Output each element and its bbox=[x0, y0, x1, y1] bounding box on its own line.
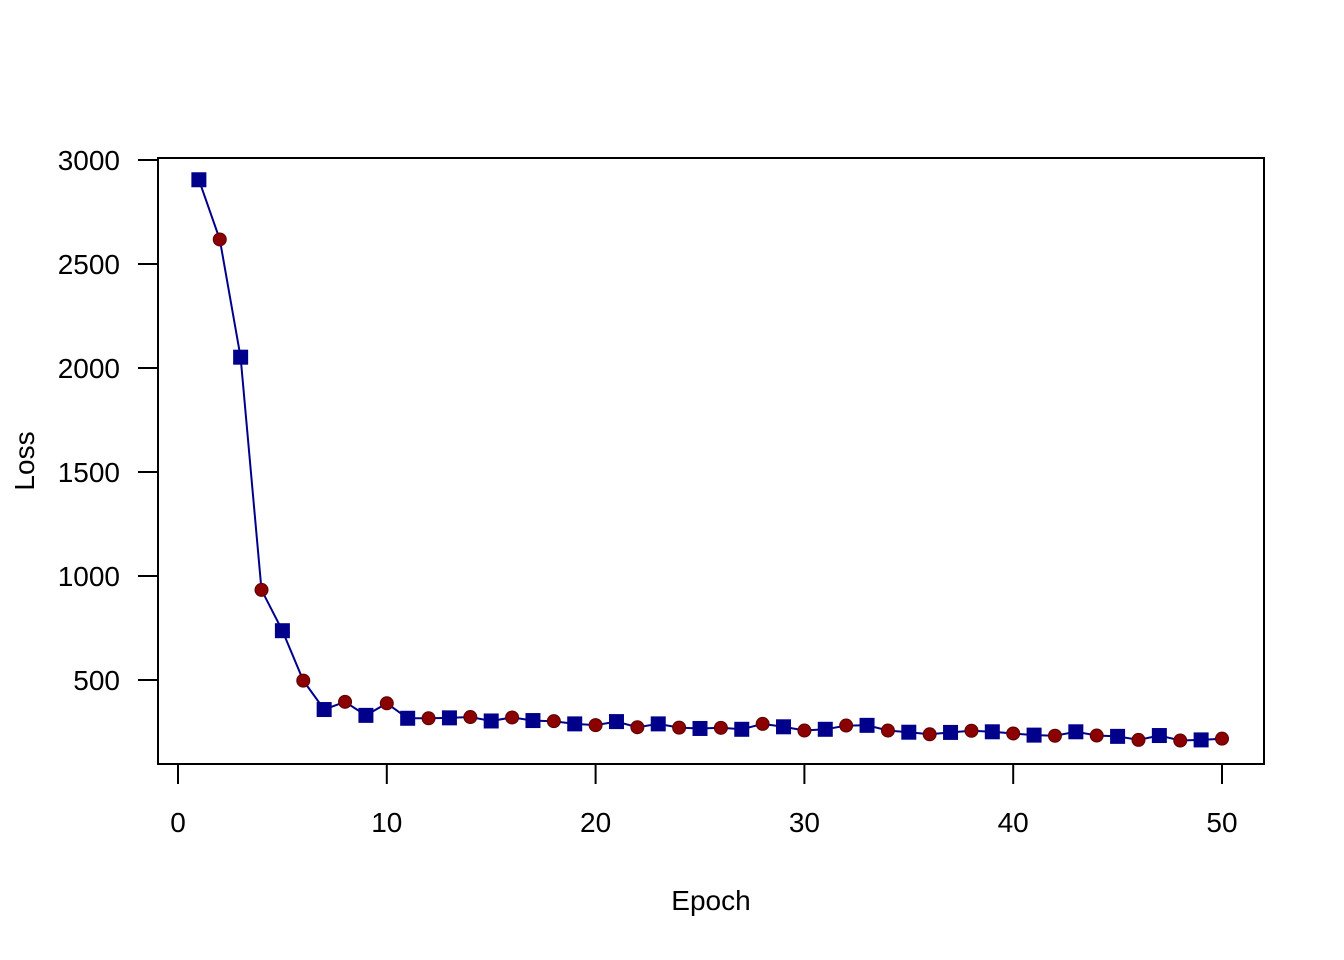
y-tick-label: 2500 bbox=[58, 249, 120, 280]
y-axis: 500 1000 1500 2000 2500 3000 bbox=[58, 145, 159, 696]
y-tick-label: 2000 bbox=[58, 353, 120, 384]
data-point-circle bbox=[672, 720, 687, 735]
x-tick-label: 30 bbox=[789, 807, 820, 838]
plot-frame bbox=[157, 157, 1265, 765]
data-point-square bbox=[1151, 728, 1167, 744]
data-point-circle bbox=[964, 723, 979, 738]
data-point-circle bbox=[505, 710, 520, 725]
loss-line bbox=[197, 179, 1223, 742]
x-tick-label: 10 bbox=[371, 807, 402, 838]
data-point-circle bbox=[1006, 726, 1021, 741]
y-axis-label: Loss bbox=[9, 431, 40, 490]
x-tick-label: 40 bbox=[998, 807, 1029, 838]
data-point-circle bbox=[546, 714, 561, 729]
y-tick-label: 1500 bbox=[58, 457, 120, 488]
data-point-square bbox=[1110, 728, 1126, 744]
data-point-square bbox=[483, 713, 499, 729]
data-point-square bbox=[233, 349, 249, 365]
data-point-square bbox=[692, 720, 708, 736]
data-point-square bbox=[400, 710, 416, 726]
data-point-square bbox=[1026, 727, 1042, 743]
y-tick-label: 1000 bbox=[58, 561, 120, 592]
data-point-circle bbox=[254, 582, 269, 597]
x-tick-label: 0 bbox=[170, 807, 186, 838]
data-point-circle bbox=[880, 723, 895, 738]
x-axis-label: Epoch bbox=[671, 885, 750, 916]
x-tick-label: 50 bbox=[1206, 807, 1237, 838]
data-point-circle bbox=[630, 720, 645, 735]
data-point-square bbox=[567, 716, 583, 732]
data-point-square bbox=[1193, 732, 1209, 748]
data-point-circle bbox=[797, 723, 812, 738]
data-point-circle bbox=[588, 718, 603, 733]
x-tick-label: 20 bbox=[580, 807, 611, 838]
data-point-circle bbox=[421, 711, 436, 726]
data-point-circle bbox=[922, 727, 937, 742]
data-point-circle bbox=[1089, 728, 1104, 743]
x-axis: 0 10 20 30 40 50 bbox=[170, 763, 1238, 838]
data-point-circle bbox=[463, 710, 478, 725]
data-point-square bbox=[943, 724, 959, 740]
data-point-circle bbox=[1131, 732, 1146, 747]
data-point-square bbox=[734, 721, 750, 737]
data-point-circle bbox=[755, 716, 770, 731]
data-point-square bbox=[191, 172, 207, 188]
data-point-square bbox=[316, 702, 332, 718]
data-point-circle bbox=[1215, 731, 1229, 746]
loss-series bbox=[191, 172, 1229, 748]
data-point-square bbox=[776, 719, 792, 735]
data-point-square bbox=[859, 717, 875, 733]
data-point-square bbox=[650, 716, 666, 732]
data-point-circle bbox=[379, 696, 394, 711]
data-point-circle bbox=[1047, 728, 1062, 743]
data-point-square bbox=[358, 707, 374, 723]
data-point-circle bbox=[1173, 733, 1188, 748]
data-point-circle bbox=[212, 232, 227, 247]
data-point-square bbox=[441, 710, 457, 726]
data-point-square bbox=[817, 721, 833, 737]
data-point-circle bbox=[839, 718, 854, 733]
data-point-square bbox=[608, 714, 624, 730]
data-point-square bbox=[984, 724, 1000, 740]
data-point-square bbox=[1068, 724, 1084, 740]
data-point-circle bbox=[296, 673, 311, 688]
data-point-square bbox=[901, 724, 917, 740]
data-point-circle bbox=[713, 720, 728, 735]
data-point-square bbox=[274, 623, 290, 639]
data-point-square bbox=[525, 713, 541, 729]
y-tick-label: 500 bbox=[73, 665, 120, 696]
data-point-circle bbox=[338, 694, 353, 709]
y-tick-label: 3000 bbox=[58, 145, 120, 176]
